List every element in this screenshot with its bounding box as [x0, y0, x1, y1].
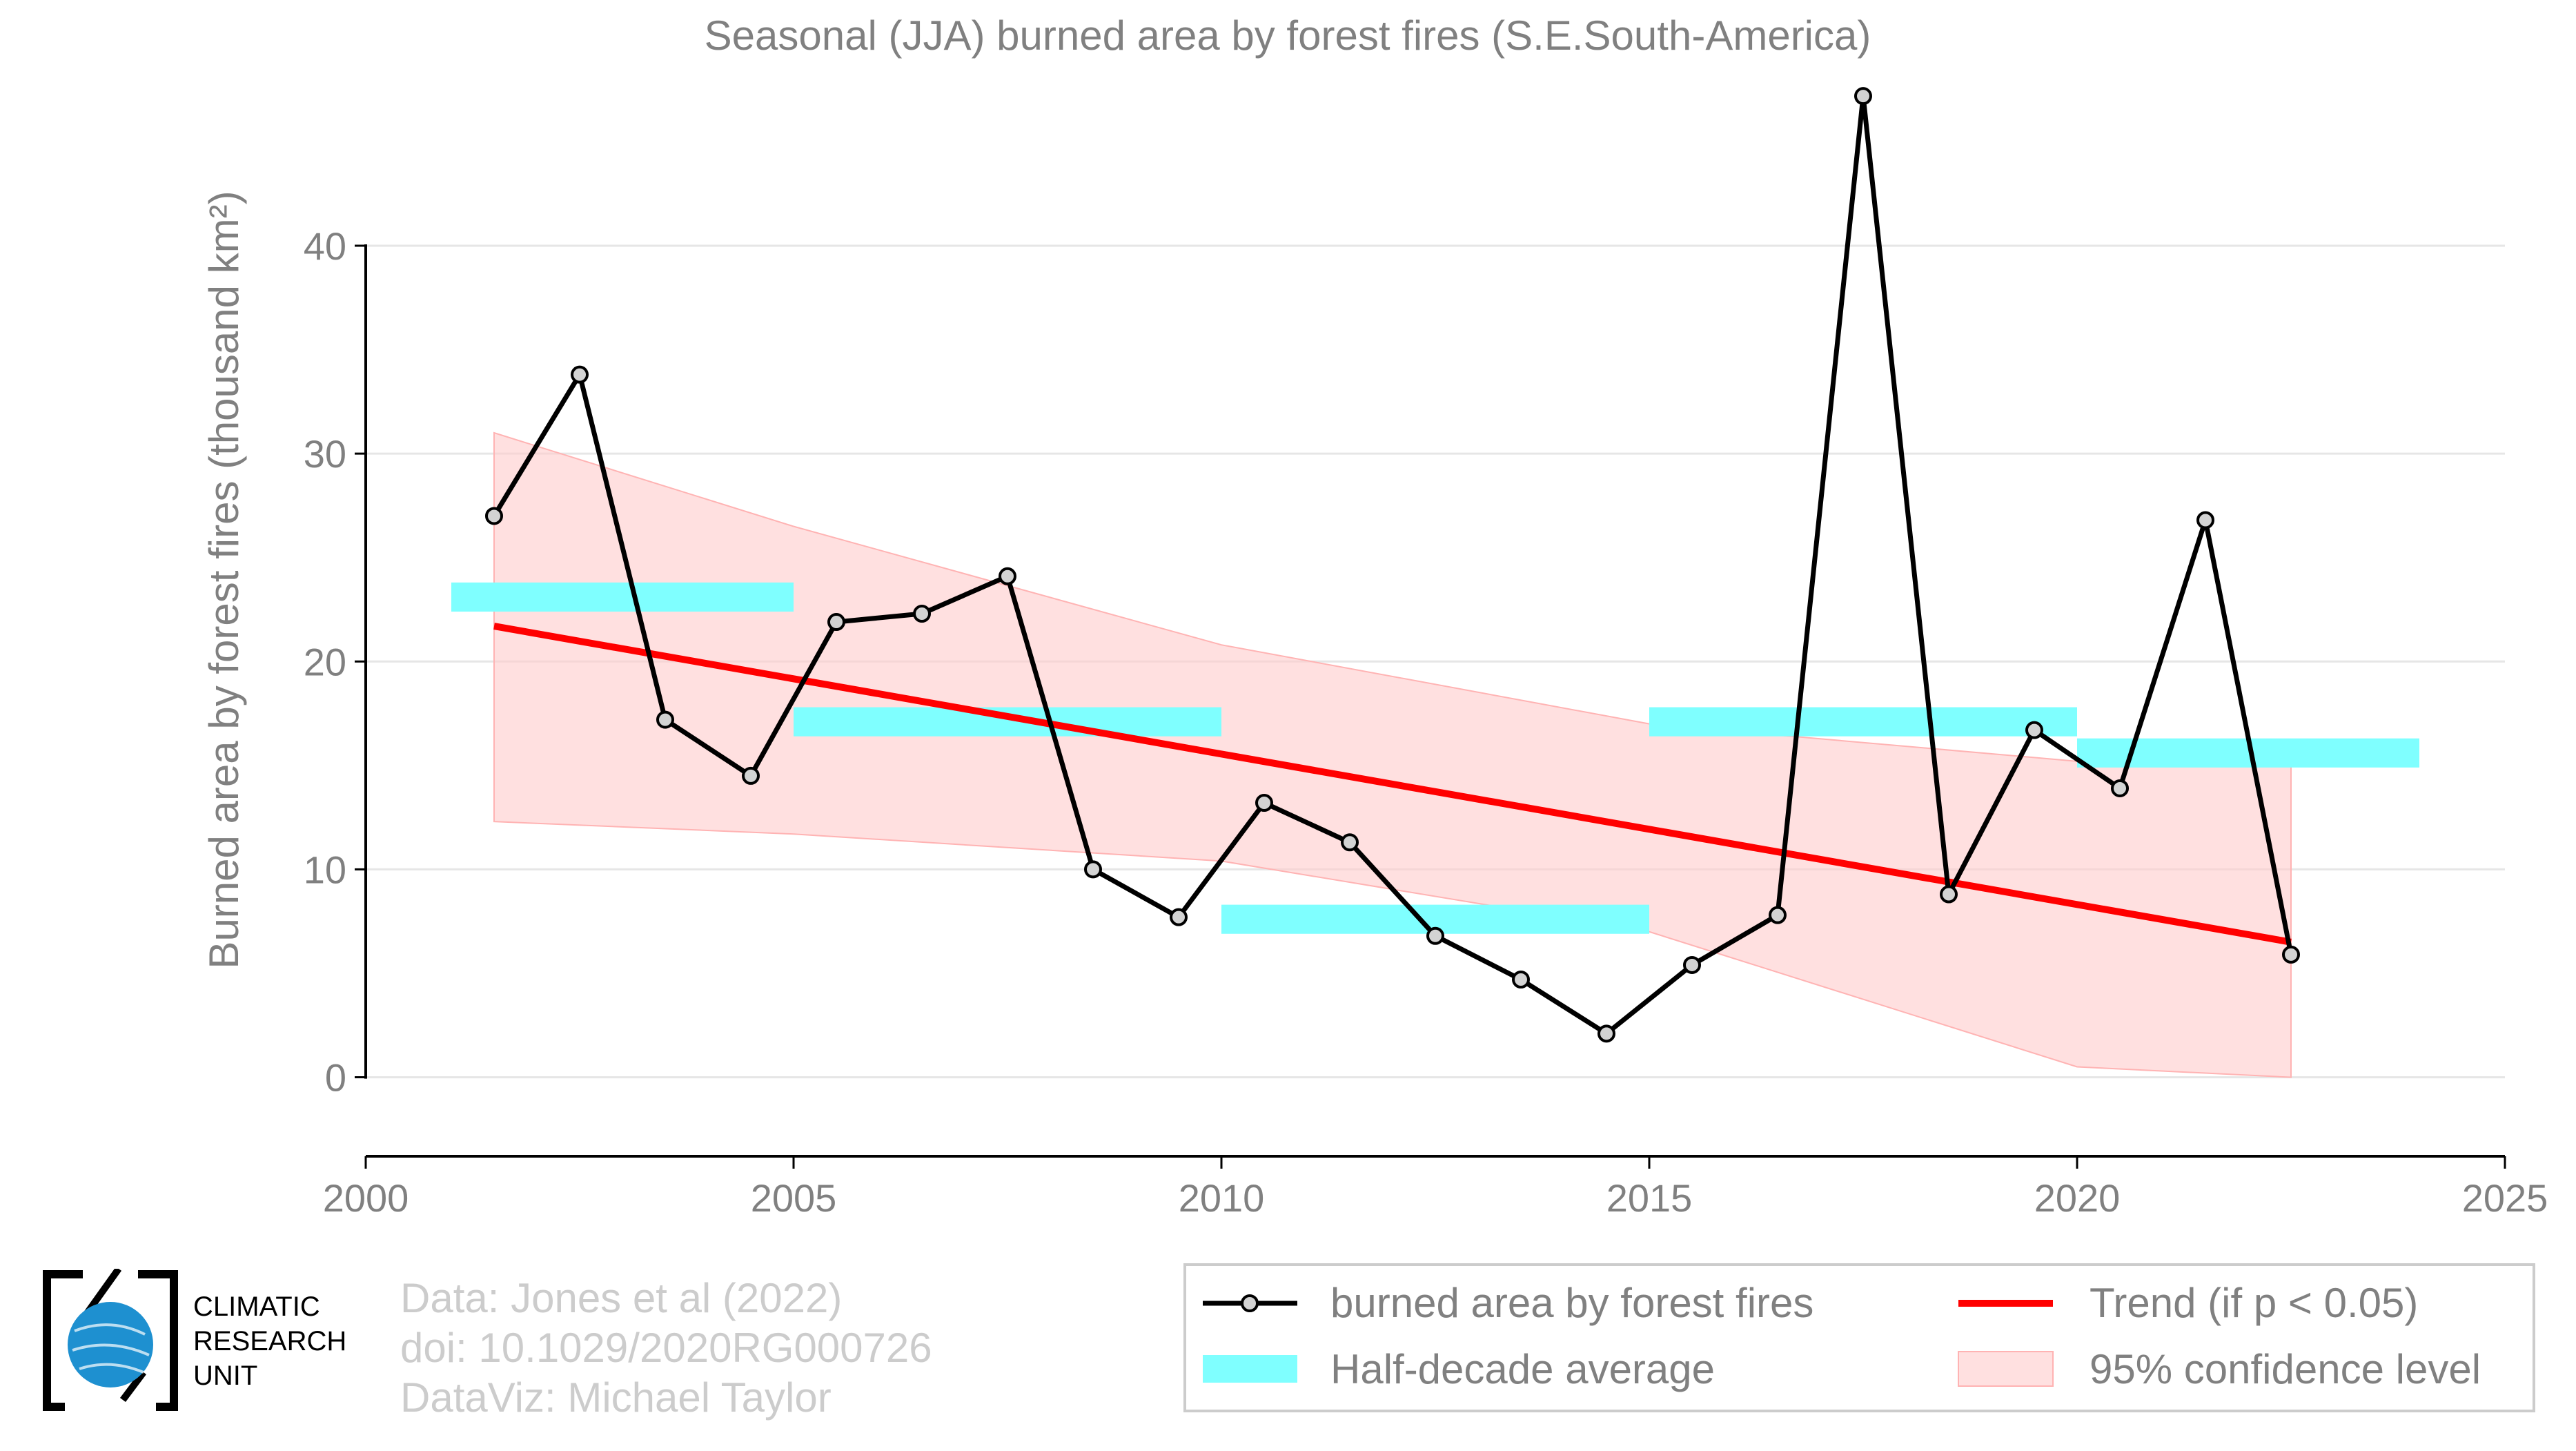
trend-line [493, 623, 2292, 946]
data-point [1683, 955, 1701, 974]
trend-layer [493, 623, 2292, 946]
data-point [1940, 885, 1958, 904]
legend-item-confidence: 95% confidence level [1958, 1346, 2481, 1392]
x-tick-label: 2005 [751, 1176, 837, 1220]
credit-dataviz: DataViz: Michael Taylor [400, 1374, 832, 1421]
cru-line-1: CLIMATIC [193, 1292, 320, 1322]
cru-logo-mark [43, 1267, 178, 1411]
legend-label: 95% confidence level [2090, 1346, 2481, 1392]
data-point [1426, 926, 1444, 945]
legend-label: Half-decade average [1330, 1346, 1715, 1392]
data-point [1769, 906, 1787, 924]
legend-marker-swatch [1241, 1294, 1259, 1312]
axes: 0 10 20 30 40 2000 2005 2010 2015 2020 2025 [304, 224, 2548, 1220]
legend-item-burned-area: burned area by forest fires [1203, 1280, 1813, 1326]
cru-logo [41, 1267, 179, 1414]
confidence-band-layer [493, 431, 2292, 1078]
legend-avg-swatch [1203, 1355, 1297, 1383]
burned-area-line [492, 93, 2294, 1036]
data-point [485, 507, 503, 525]
data-point [2111, 779, 2129, 797]
legend-item-half-decade: Half-decade average [1203, 1346, 1715, 1392]
chart-title: Seasonal (JJA) burned area by forest fir… [705, 12, 1871, 59]
x-tick-label: 2025 [2462, 1176, 2548, 1220]
y-tick-label: 20 [304, 640, 346, 683]
data-point [1597, 1024, 1615, 1043]
data-point [913, 605, 931, 623]
x-tick-label: 2015 [1606, 1176, 1693, 1220]
legend-label: Trend (if p < 0.05) [2090, 1280, 2418, 1326]
legend-item-trend: Trend (if p < 0.05) [1958, 1280, 2418, 1326]
legend-label: burned area by forest fires [1330, 1280, 1813, 1326]
credit-doi: doi: 10.1029/2020RG000726 [400, 1325, 932, 1371]
data-point [742, 766, 760, 785]
data-point [1512, 971, 1530, 989]
cru-logo-text: CLIMATIC RESEARCH UNIT [193, 1289, 346, 1393]
half-decade-bar [1649, 707, 2077, 737]
confidence-band [493, 431, 2292, 1078]
half-decade-layer [451, 582, 2419, 934]
data-point [827, 613, 845, 632]
legend-box [1183, 1263, 2535, 1412]
data-point [1084, 860, 1102, 879]
x-tick-label: 2000 [323, 1176, 409, 1220]
y-tick-label: 10 [304, 848, 346, 891]
cru-line-3: UNIT [193, 1361, 258, 1391]
data-point [2025, 721, 2043, 739]
y-tick-label: 0 [325, 1056, 346, 1100]
half-decade-bar [451, 582, 794, 612]
cru-line-2: RESEARCH [193, 1326, 347, 1356]
data-point [656, 710, 674, 729]
x-tick-label: 2020 [2034, 1176, 2121, 1220]
burned-area-layer [485, 87, 2300, 1043]
y-tick-label: 30 [304, 432, 346, 476]
y-tick-label: 40 [304, 224, 346, 268]
data-point [1341, 833, 1359, 852]
credit-data-source: Data: Jones et al (2022) [400, 1275, 843, 1321]
data-point [999, 567, 1016, 585]
data-point [1255, 794, 1273, 812]
data-point [571, 365, 589, 384]
data-point [2196, 511, 2214, 529]
x-tick-label: 2010 [1179, 1176, 1265, 1220]
legend: burned area by forest fires Trend (if p … [1183, 1263, 2535, 1412]
data-point [1170, 908, 1188, 926]
y-axis-label: Burned area by forest fires (thousand km… [201, 191, 247, 968]
data-point [2282, 945, 2300, 964]
legend-ci-swatch [1958, 1351, 2054, 1387]
data-point [1854, 87, 1872, 106]
half-decade-bar [794, 707, 1221, 737]
